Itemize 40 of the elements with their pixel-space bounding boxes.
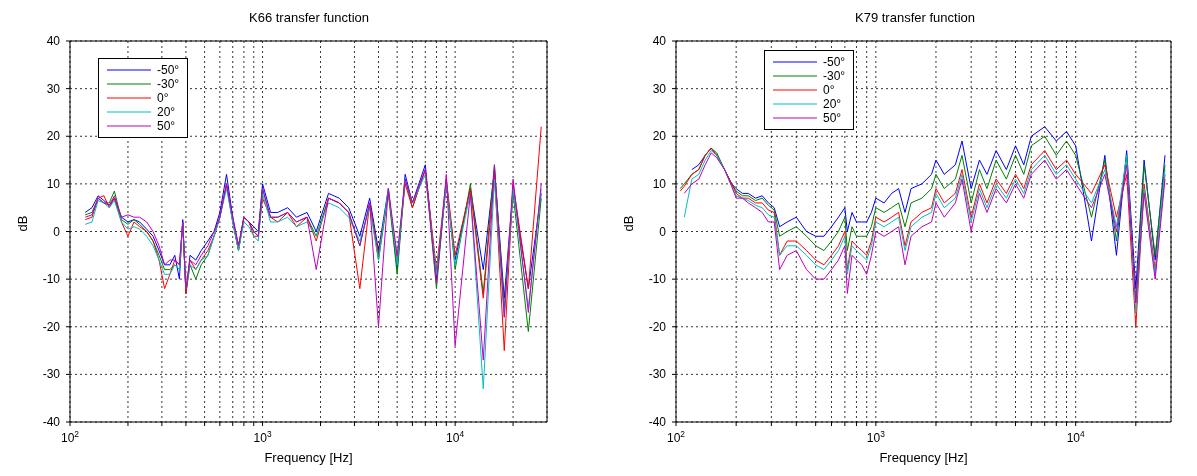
- y-tick-label: -20: [648, 319, 667, 334]
- legend-label: 20°: [823, 97, 842, 111]
- chart-title: K79 transfer function: [854, 10, 976, 25]
- chart-title: K66 transfer function: [248, 10, 370, 25]
- y-tick-label: 40: [46, 34, 61, 48]
- y-tick-label: -10: [42, 272, 61, 287]
- y-tick-label: 30: [652, 81, 667, 96]
- y-tick-label: 40: [652, 34, 667, 48]
- x-tick-label: 10$^{3}$: [866, 429, 886, 445]
- y-tick-label: 20: [652, 129, 667, 144]
- legend-label: 20°: [157, 105, 176, 119]
- legend-label: -50°: [823, 55, 846, 69]
- x-tick-label: 10$^{4}$: [446, 429, 465, 445]
- y-axis-title: dB: [14, 215, 30, 232]
- legend-label: -30°: [157, 77, 180, 91]
- y-tick-label: 20: [46, 129, 61, 144]
- x-tick-label: 10$^{2}$: [666, 429, 686, 445]
- legend-label: 50°: [823, 111, 842, 125]
- y-tick-label: -30: [648, 367, 667, 382]
- legend-label: -30°: [823, 69, 846, 83]
- x-tick-label: 10$^{4}$: [1066, 429, 1085, 445]
- y-tick-label: -10: [648, 272, 667, 287]
- y-axis-title: dB: [620, 215, 636, 232]
- legend-label: 50°: [157, 119, 176, 133]
- x-tick-label: 10$^{2}$: [60, 429, 80, 445]
- y-tick-label: 0: [659, 224, 667, 239]
- y-tick-label: -40: [42, 415, 61, 429]
- legend-label: 0°: [823, 83, 835, 97]
- y-tick-label: 30: [46, 81, 61, 96]
- x-tick-label: 10$^{3}$: [253, 429, 272, 445]
- y-tick-label: -20: [42, 319, 61, 334]
- y-tick-label: -30: [42, 367, 61, 382]
- x-axis-title: Frequency [Hz]: [264, 450, 353, 465]
- y-tick-label: 10: [652, 176, 667, 191]
- y-tick-label: 10: [46, 176, 61, 191]
- legend-label: -50°: [157, 63, 180, 77]
- legend-label: 0°: [157, 91, 169, 105]
- y-tick-label: 0: [53, 224, 61, 239]
- x-axis-title: Frequency [Hz]: [879, 450, 968, 465]
- y-tick-label: -40: [648, 415, 667, 429]
